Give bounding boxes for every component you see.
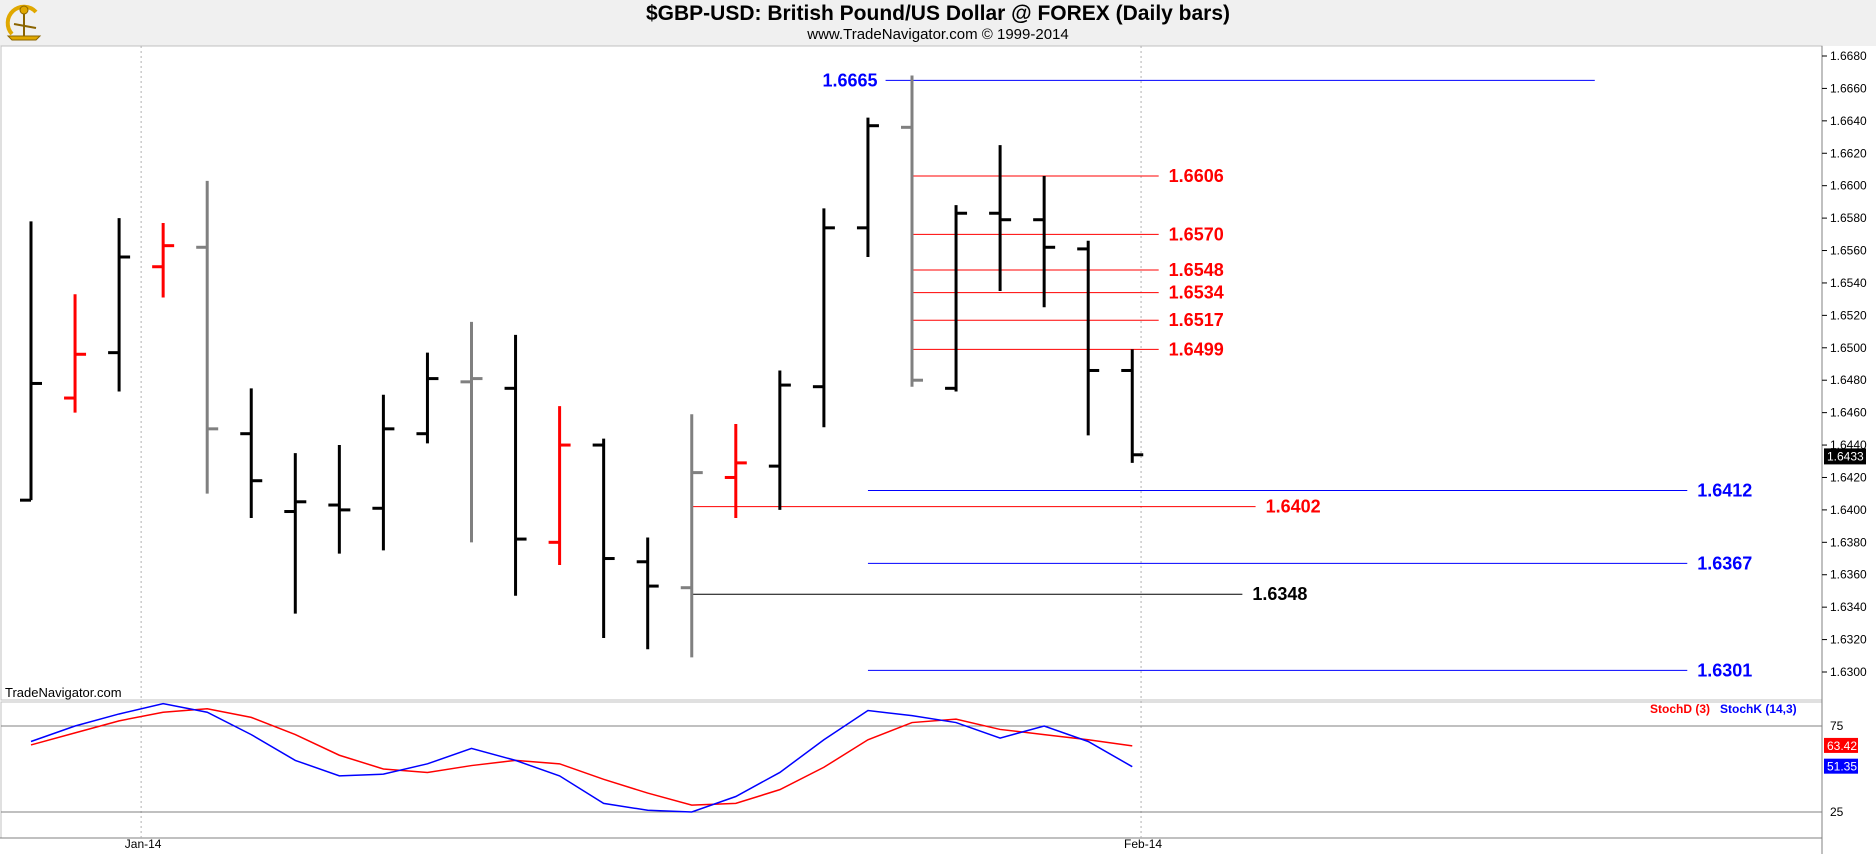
time-axis-label: Feb-14: [1124, 837, 1162, 851]
level-label: 1.6534: [1169, 283, 1224, 303]
stoch-legend: StochD (3) StochK (14,3): [1650, 702, 1797, 716]
ohlc-bar: [240, 388, 263, 518]
stochk-last-value: 51.35: [1827, 760, 1857, 774]
stoch-tick-label: 75: [1830, 719, 1844, 733]
ohlc-bar: [196, 180, 219, 494]
ohlc-bar: [812, 208, 835, 428]
price-tick-label: 1.6680: [1830, 49, 1867, 63]
level-label: 1.6412: [1697, 480, 1752, 500]
price-tick-label: 1.6400: [1830, 503, 1867, 517]
legend-stochd: StochD (3): [1650, 702, 1710, 716]
last-price-label: 1.6433: [1827, 449, 1864, 463]
ohlc-bar: [1077, 240, 1100, 436]
ohlc-bar: [372, 394, 395, 551]
last-price-badge: [1824, 448, 1866, 465]
ohlc-bar: [460, 321, 483, 543]
ohlc-bar: [416, 352, 439, 444]
ohlc-bar: [20, 221, 42, 502]
price-tick-label: 1.6540: [1830, 276, 1867, 290]
price-tick-label: 1.6380: [1830, 535, 1867, 549]
ohlc-bar: [284, 453, 307, 614]
chart-subtitle: www.TradeNavigator.com © 1999-2014: [807, 26, 1069, 43]
price-tick-label: 1.6320: [1830, 633, 1867, 647]
price-tick-label: 1.6480: [1830, 373, 1867, 387]
stochastic-panel: 75 25 StochD (3) StochK (14,3) 63.42 51.35: [1, 702, 1858, 819]
ohlc-bar: [1121, 349, 1144, 463]
ohlc-bar: [152, 222, 175, 298]
price-tick-label: 1.6660: [1830, 81, 1867, 95]
ohlc-bar: [504, 334, 527, 596]
ohlc-bar: [328, 445, 351, 554]
price-axis: 1.6680 1.6660 1.6640 1.6620 1.6600 1.6580 1.65…: [1822, 49, 1867, 679]
price-tick-label: 1.6500: [1830, 341, 1867, 355]
level-lines-layer: 1.6665 1.6606 1.6570 1.6548 1.6534 1.6517 1.64…: [691, 70, 1752, 680]
stoch-series-line: [30, 702, 1133, 813]
stochd-last-value: 63.42: [1827, 739, 1857, 753]
chart-header: $GBP-USD: British Pound/US Dollar @ FORE…: [0, 0, 1876, 46]
sextant-icon: [5, 4, 42, 41]
level-label: 1.6367: [1697, 553, 1752, 573]
price-tick-label: 1.6520: [1830, 308, 1867, 322]
price-tick-label: 1.6420: [1830, 470, 1867, 484]
price-bars-layer: [20, 75, 1144, 658]
level-label: 1.6301: [1697, 660, 1752, 680]
ohlc-bar: [680, 414, 703, 658]
price-tick-label: 1.6640: [1830, 114, 1867, 128]
time-axis: Jan-14 Feb-14: [125, 837, 1163, 851]
time-axis-label: Jan-14: [125, 837, 162, 851]
ohlc-bar: [724, 423, 747, 518]
stochd-badge: [1824, 737, 1858, 753]
price-tick-label: 1.6560: [1830, 244, 1867, 258]
ohlc-bar: [636, 537, 659, 650]
stochk-badge: [1824, 758, 1858, 774]
ohlc-bar: [64, 294, 87, 413]
ohlc-bar: [108, 218, 131, 392]
price-tick-label: 1.6580: [1830, 211, 1867, 225]
price-tick-label: 1.6340: [1830, 600, 1867, 614]
stoch-series-line: [30, 708, 1133, 806]
stoch-tick-label: 25: [1830, 805, 1844, 819]
ohlc-bar: [592, 438, 615, 638]
ohlc-bar: [768, 370, 791, 510]
level-label: 1.6499: [1169, 339, 1224, 359]
level-label: 1.6606: [1169, 166, 1224, 186]
price-tick-label: 1.6360: [1830, 568, 1867, 582]
level-label: 1.6570: [1169, 224, 1224, 244]
ohlc-bar: [1033, 175, 1056, 308]
price-tick-label: 1.6300: [1830, 665, 1867, 679]
price-tick-label: 1.6620: [1830, 146, 1867, 160]
price-tick-label: 1.6460: [1830, 406, 1867, 420]
level-label: 1.6402: [1266, 497, 1321, 517]
ohlc-bar: [901, 75, 923, 387]
ohlc-bar: [548, 406, 571, 566]
ohlc-bar: [945, 205, 968, 392]
ohlc-bar: [856, 117, 879, 258]
watermark: TradeNavigator.com: [5, 685, 122, 700]
grid-layer: [0, 45, 1823, 854]
level-label: 1.6517: [1169, 310, 1224, 330]
level-label: 1.6548: [1169, 260, 1224, 280]
price-tick-label: 1.6600: [1830, 179, 1867, 193]
legend-stochk: StochK (14,3): [1720, 702, 1797, 716]
level-label: 1.6348: [1252, 584, 1307, 604]
ohlc-bar: [989, 145, 1012, 292]
level-label: 1.6665: [823, 70, 878, 90]
chart-title: $GBP-USD: British Pound/US Dollar @ FORE…: [645, 2, 1231, 25]
